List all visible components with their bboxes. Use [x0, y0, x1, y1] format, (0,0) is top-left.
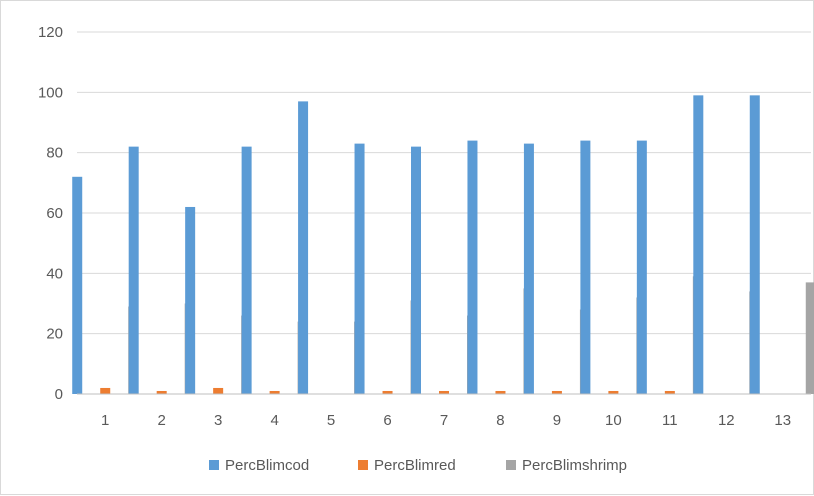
bar-percblimred-4	[269, 390, 280, 394]
y-tick-label: 40	[46, 265, 63, 282]
bar-percblimred-9	[551, 390, 562, 394]
bar-percblimcod-9	[523, 143, 534, 394]
bar-percblimcod-5	[298, 101, 309, 394]
legend-swatch-percblimcod	[209, 460, 219, 470]
x-tick-label: 7	[440, 412, 448, 429]
y-tick-label: 0	[55, 386, 63, 403]
bar-percblimcod-8	[467, 140, 478, 394]
bar-percblimred-10	[608, 390, 619, 394]
bar-percblimcod-10	[580, 140, 591, 394]
bar-percblimcod-3	[185, 206, 196, 394]
bar-percblimred-6	[382, 390, 393, 394]
bar-percblimcod-1	[72, 176, 83, 394]
bar-percblimcod-6	[354, 143, 365, 394]
bar-percblimcod-12	[693, 95, 704, 394]
bar-percblimred-11	[664, 390, 675, 394]
bar-percblimred-7	[439, 390, 449, 394]
x-tick-label: 11	[662, 412, 678, 429]
legend-swatch-percblimred	[358, 460, 368, 470]
bar-percblimcod-11	[636, 140, 647, 394]
x-axis-ticks: 1 2 3 4 5 6 7 8 9 10 11 12 13	[101, 412, 791, 429]
legend-label-percblimshrimp: PercBlimshrimp	[522, 457, 627, 474]
y-tick-label: 120	[38, 24, 63, 41]
legend-label-percblimred: PercBlimred	[374, 457, 456, 474]
x-tick-label: 1	[101, 412, 109, 429]
x-tick-label: 3	[214, 412, 222, 429]
x-tick-label: 5	[327, 412, 335, 429]
legend-swatch-percblimshrimp	[506, 460, 516, 470]
x-tick-label: 9	[553, 412, 561, 429]
y-tick-label: 60	[46, 205, 63, 222]
bar-percblimcod-13	[749, 95, 760, 394]
y-tick-label: 80	[46, 145, 63, 162]
y-tick-label: 100	[38, 84, 63, 101]
bar-percblimred-1	[100, 387, 111, 394]
bar-percblimcod-4	[241, 146, 252, 394]
y-axis-ticks: 0 20 40 60 80 100 120	[38, 24, 63, 403]
x-tick-label: 10	[605, 412, 622, 429]
x-tick-label: 13	[774, 412, 791, 429]
bar-percblimred-8	[495, 390, 506, 394]
x-tick-label: 4	[270, 412, 278, 429]
x-tick-label: 6	[383, 412, 391, 429]
bar-percblimshrimp-13	[805, 282, 814, 394]
bar-percblimred-2	[156, 390, 167, 394]
gridlines	[77, 31, 811, 335]
y-tick-label: 20	[46, 326, 63, 343]
bar-percblimcod-7	[411, 146, 421, 394]
bars	[72, 95, 814, 394]
x-tick-label: 12	[718, 412, 735, 429]
x-tick-label: 2	[158, 412, 166, 429]
bar-percblimcod-2	[128, 146, 139, 394]
bar-percblimred-3	[213, 387, 224, 394]
legend-label-percblimcod: PercBlimcod	[225, 457, 309, 474]
x-tick-label: 8	[496, 412, 504, 429]
legend: PercBlimcod PercBlimred PercBlimshrimp	[209, 457, 627, 474]
